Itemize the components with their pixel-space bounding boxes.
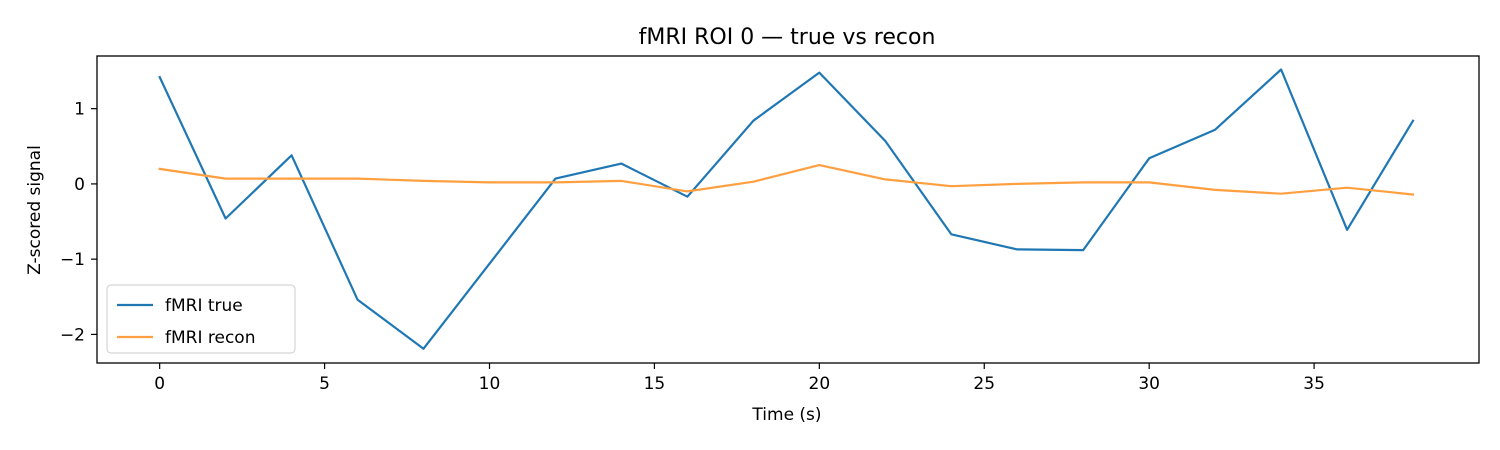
y-tick-label: 0: [74, 175, 85, 195]
x-tick-label: 5: [319, 374, 330, 394]
x-tick-label: 15: [644, 374, 666, 394]
y-axis-label: Z-scored signal: [25, 145, 45, 275]
series-layer: [158, 68, 1415, 350]
x-tick-label: 35: [1303, 374, 1325, 394]
chart-title: fMRI ROI 0 — true vs recon: [639, 25, 936, 50]
y-axis: 1 0 −1 −2: [60, 100, 97, 345]
x-tick-label: 25: [973, 374, 995, 394]
y-tick-label: −1: [60, 250, 85, 270]
legend-label: fMRI recon: [165, 328, 255, 348]
plot-frame: [96, 55, 1480, 364]
x-axis-label: Time (s): [751, 405, 821, 425]
legend-box: [106, 284, 296, 354]
legend-label: fMRI true: [165, 296, 243, 316]
series-line-true: [158, 68, 1415, 350]
x-tick-label: 30: [1138, 374, 1160, 394]
y-tick-label: −2: [60, 325, 85, 345]
x-tick-label: 0: [154, 374, 165, 394]
y-tick-label: 1: [74, 100, 85, 120]
legend: fMRI true fMRI recon: [106, 284, 296, 354]
x-tick-label: 10: [479, 374, 501, 394]
series-line-recon: [158, 164, 1415, 196]
x-axis: 0 5 10 15 20 25 30 35: [154, 363, 1325, 394]
x-tick-label: 20: [809, 374, 831, 394]
